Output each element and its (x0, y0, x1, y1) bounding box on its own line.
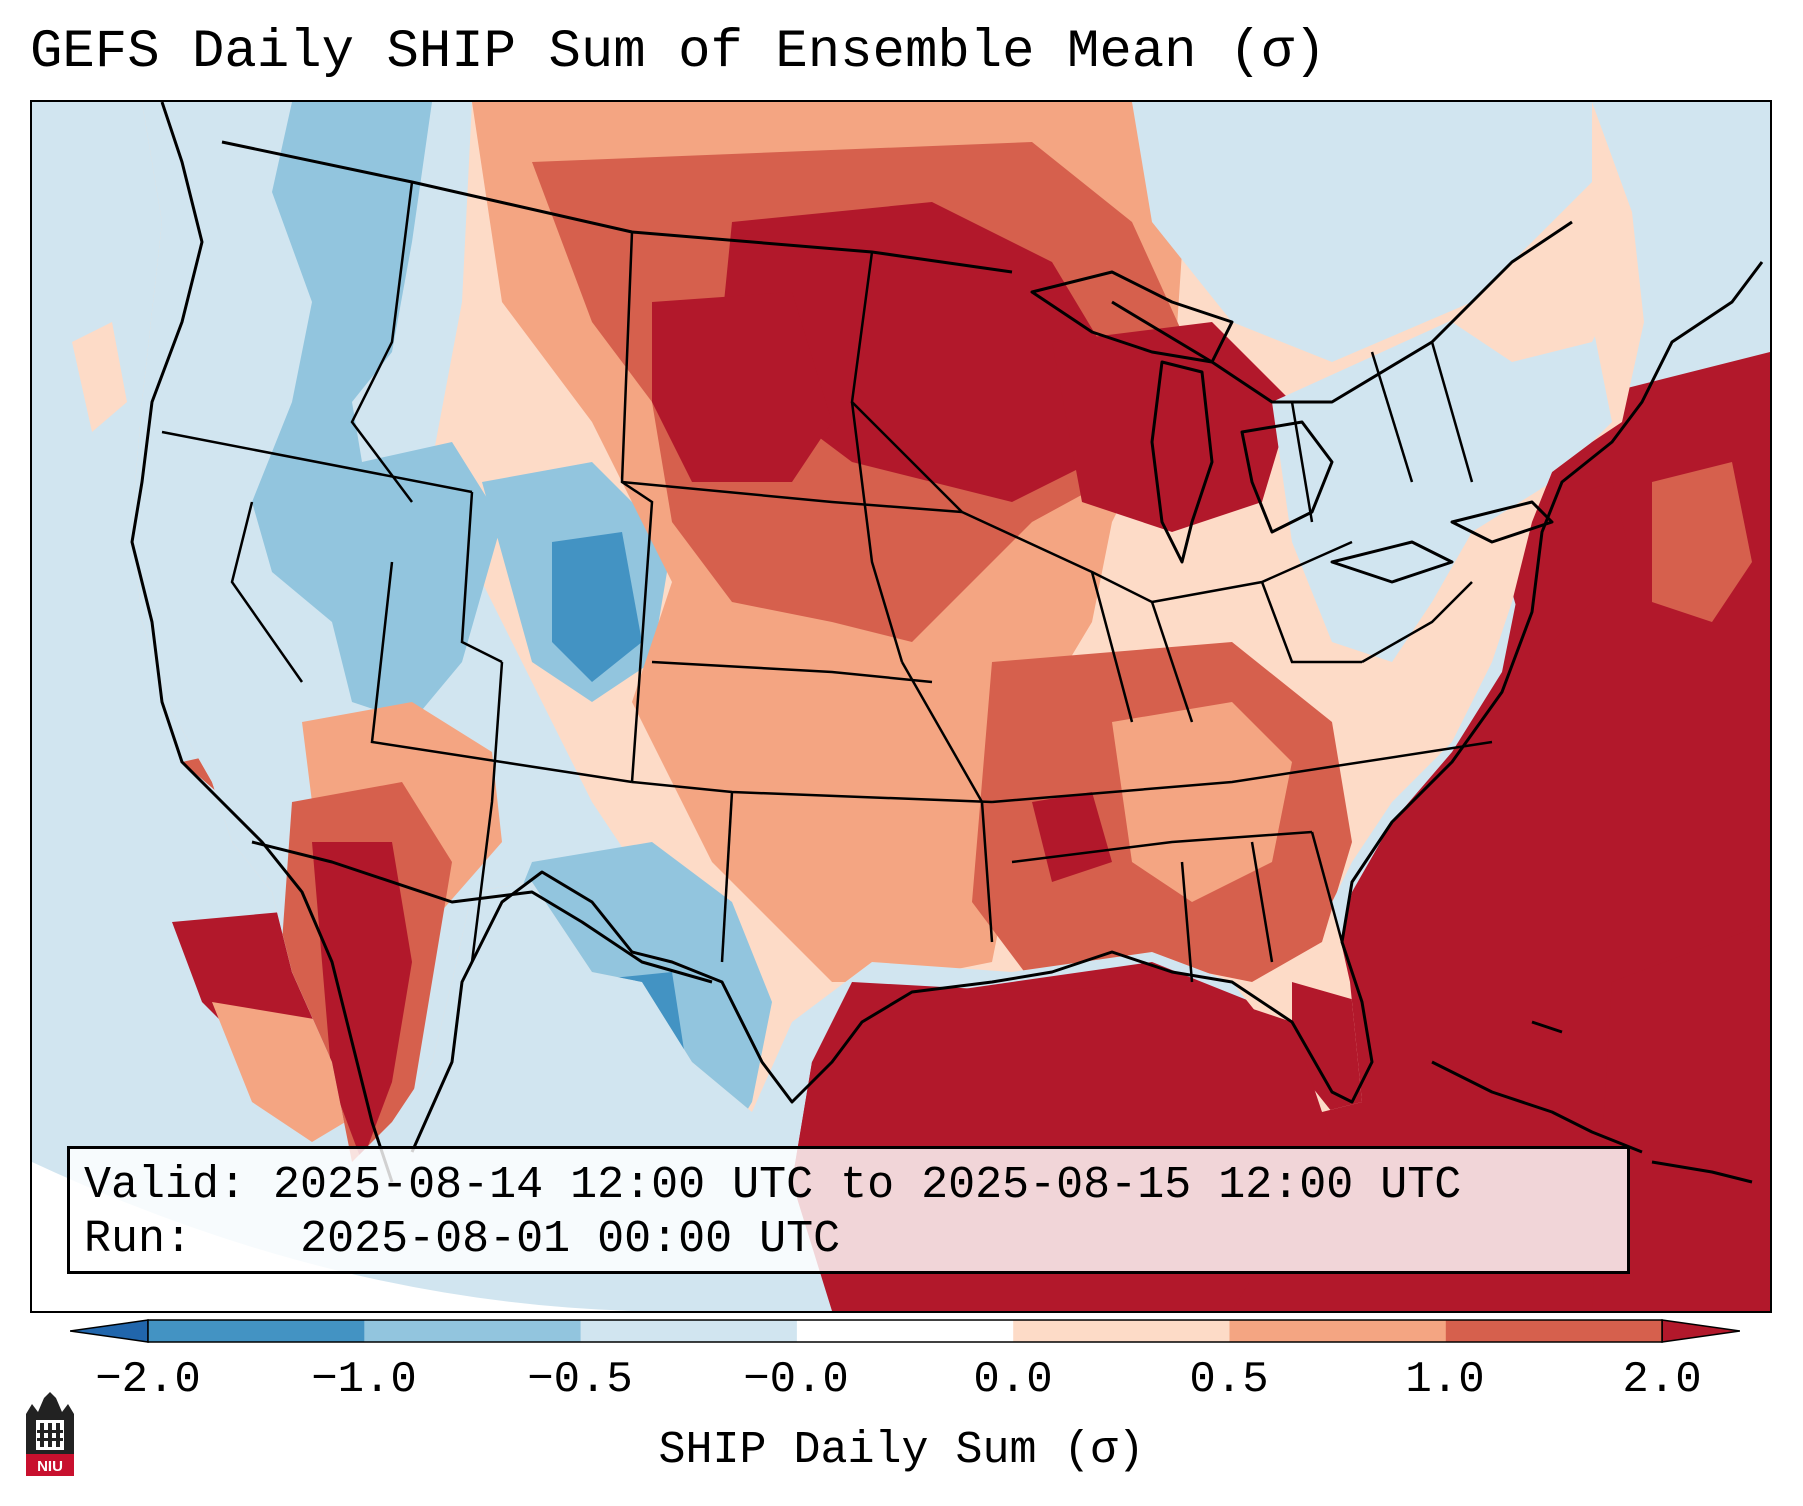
colorbar-tick: 1.0 (1405, 1355, 1485, 1405)
valid-label: Valid: (84, 1160, 247, 1211)
colorbar-tick: 0.0 (973, 1355, 1053, 1405)
colorbar (70, 1319, 1740, 1343)
colorbar-tick: 0.5 (1189, 1355, 1269, 1405)
colorbar-extend-low (70, 1319, 149, 1343)
colorbar-segment (580, 1320, 798, 1342)
anomaly-map (32, 102, 1770, 1311)
colorbar-tick: −0.0 (743, 1355, 849, 1405)
colorbar-outline (147, 1319, 1663, 1343)
run-value: 2025-08-01 00:00 UTC (300, 1214, 841, 1265)
colorbar-segment (1013, 1320, 1230, 1342)
colorbar-tick: −0.5 (527, 1355, 633, 1405)
colorbar-label: SHIP Daily Sum (σ) (658, 1425, 1145, 1476)
colorbar-segment (1229, 1320, 1447, 1342)
colorbar-segment (1445, 1320, 1663, 1342)
valid-value: 2025-08-14 12:00 UTC to 2025-08-15 12:00… (273, 1160, 1462, 1211)
colorbar-segment (364, 1320, 582, 1342)
colorbar-tick: 2.0 (1622, 1355, 1702, 1405)
colorbar-tick: −2.0 (95, 1355, 201, 1405)
colorbar-extend-high (1661, 1319, 1740, 1343)
logo-text: NIU (37, 1458, 63, 1475)
map-panel (30, 100, 1772, 1313)
colorbar-segment (148, 1320, 365, 1342)
colorbar-ticks: −2.0 −1.0 −0.5 −0.0 0.0 0.5 1.0 2.0 (0, 1355, 1803, 1415)
colorbar-segment (796, 1320, 1014, 1342)
map-title: GEFS Daily SHIP Sum of Ensemble Mean (σ) (30, 22, 1327, 83)
colorbar-tick: −1.0 (311, 1355, 417, 1405)
niu-building-logo: NIU (26, 1392, 74, 1476)
run-label: Run: (84, 1214, 193, 1265)
validity-info-box: Valid: 2025-08-14 12:00 UTC to 2025-08-1… (67, 1146, 1630, 1274)
